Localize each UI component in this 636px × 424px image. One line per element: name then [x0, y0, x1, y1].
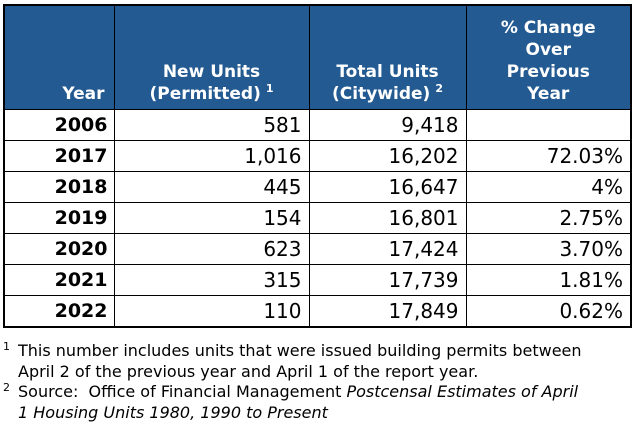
- column-header-total-units: Total Units (Citywide) 2: [308, 4, 467, 110]
- year-cell: 2022: [3, 294, 115, 327]
- table-row: 2019 154 16,801 2.75%: [3, 201, 632, 234]
- table-row: 2022 110 17,849 0.62%: [3, 294, 632, 327]
- column-header-new-units: New Units (Permitted) 1: [113, 4, 310, 110]
- table-header: Year New Units (Permitted) 1 Total Units …: [3, 4, 632, 110]
- new-units-cell: 445: [113, 170, 310, 203]
- footnote-2-line1: 2 Source: Office of Financial Management …: [3, 380, 579, 401]
- new-units-cell: 315: [113, 263, 310, 296]
- new-units-cell: 581: [113, 108, 310, 141]
- total-units-cell: 17,739: [308, 263, 467, 296]
- footnote-2-source-text: Source: Office of Financial Management: [18, 382, 347, 401]
- year-cell: 2021: [3, 263, 115, 296]
- table-row: 2018 445 16,647 4%: [3, 170, 632, 203]
- total-units-cell: 17,849: [308, 294, 467, 327]
- housing-units-table-container: Year New Units (Permitted) 1 Total Units …: [3, 4, 632, 328]
- total-units-header-text: (Citywide): [332, 83, 431, 104]
- footnote-marker-1: 1: [265, 81, 274, 95]
- table-body: 2006 581 9,418 2017 1,016 16,202 72.03% …: [3, 108, 632, 327]
- total-units-cell: 16,647: [308, 170, 467, 203]
- total-units-cell: 16,202: [308, 139, 467, 172]
- total-units-cell: 9,418: [308, 108, 467, 141]
- pct-change-cell: 72.03%: [465, 139, 632, 172]
- total-units-header-line2: (Citywide) 2: [312, 83, 464, 105]
- footnotes: 1 This number includes units that were is…: [3, 341, 631, 423]
- year-cell: 2006: [3, 108, 115, 141]
- footnote-1-line2: April 2 of the previous year and April 1…: [18, 361, 479, 381]
- total-units-cell: 17,424: [308, 232, 467, 265]
- pct-change-cell: 2.75%: [465, 201, 632, 234]
- total-units-header-line1: Total Units: [336, 61, 439, 82]
- footnote-1-line1: 1 This number includes units that were is…: [3, 339, 582, 360]
- footnote-2-publication-title-part1: Postcensal Estimates of April: [346, 382, 579, 401]
- year-cell: 2019: [3, 201, 115, 234]
- table-row: 2017 1,016 16,202 72.03%: [3, 139, 632, 172]
- table-row: 2020 623 17,424 3.70%: [3, 232, 632, 265]
- new-units-cell: 110: [113, 294, 310, 327]
- housing-units-table: Year New Units (Permitted) 1 Total Units …: [3, 4, 632, 328]
- new-units-header-text: (Permitted): [149, 83, 261, 104]
- pct-change-header-line4: Year: [527, 83, 570, 104]
- pct-change-cell: 1.81%: [465, 263, 632, 296]
- pct-change-cell: 3.70%: [465, 232, 632, 265]
- table-row: 2006 581 9,418: [3, 108, 632, 141]
- pct-change-cell: [465, 108, 632, 141]
- year-cell: 2020: [3, 232, 115, 265]
- table-row: 2021 315 17,739 1.81%: [3, 263, 632, 296]
- footnote-2: 2 Source: Office of Financial Management …: [3, 382, 631, 423]
- footnote-marker-2: 2: [435, 81, 443, 95]
- pct-change-header-line2: Over: [525, 39, 571, 60]
- pct-change-cell: 0.62%: [465, 294, 632, 327]
- new-units-header-line2: (Permitted) 1: [117, 83, 307, 105]
- header-row: Year New Units (Permitted) 1 Total Units …: [3, 4, 632, 110]
- new-units-cell: 1,016: [113, 139, 310, 172]
- year-header-label: Year: [62, 83, 105, 104]
- pct-change-header-line1: % Change: [500, 17, 596, 38]
- year-cell: 2018: [3, 170, 115, 203]
- total-units-cell: 16,801: [308, 201, 467, 234]
- new-units-header-line1: New Units: [162, 61, 261, 82]
- footnote-2-publication-title-part2: 1 Housing Units 1980, 1990 to Present: [18, 402, 328, 422]
- new-units-cell: 623: [113, 232, 310, 265]
- pct-change-cell: 4%: [465, 170, 632, 203]
- footnote-1: 1 This number includes units that were is…: [3, 341, 631, 382]
- pct-change-header-line3: Previous: [506, 61, 590, 82]
- footnote-1-text: This number includes units that were iss…: [18, 341, 582, 360]
- year-cell: 2017: [3, 139, 115, 172]
- column-header-pct-change: % Change Over Previous Year: [465, 4, 632, 110]
- column-header-year: Year: [3, 4, 115, 110]
- new-units-cell: 154: [113, 201, 310, 234]
